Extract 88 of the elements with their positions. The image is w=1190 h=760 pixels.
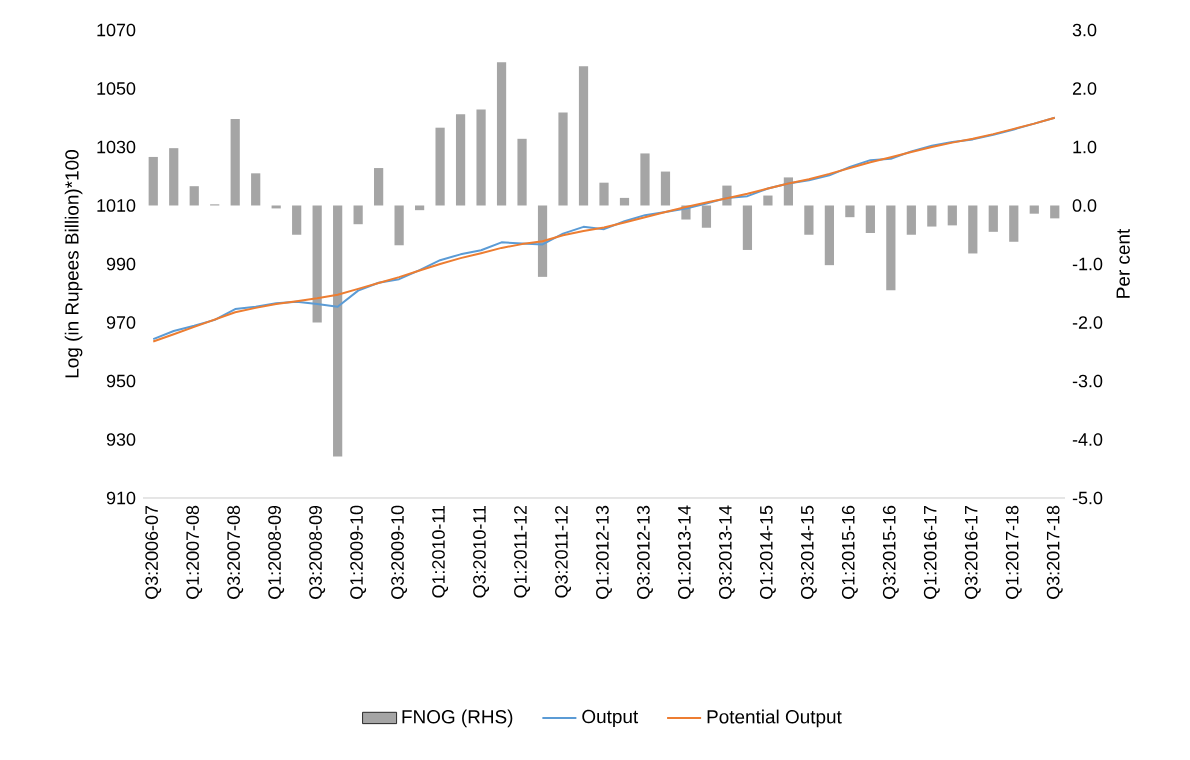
bar bbox=[517, 138, 527, 206]
bar bbox=[537, 205, 548, 277]
bar bbox=[169, 148, 179, 206]
bar bbox=[148, 156, 158, 206]
y-tick-label: 1030 bbox=[97, 140, 136, 154]
x-tick-label: Q1:2011-12 bbox=[514, 505, 530, 598]
x-tick-label: Q1:2017-18 bbox=[1005, 505, 1022, 599]
y2-tick-label: -2.0 bbox=[1072, 316, 1103, 329]
bar bbox=[599, 182, 609, 206]
bar bbox=[906, 205, 916, 235]
bar bbox=[988, 205, 998, 232]
bar bbox=[455, 114, 466, 206]
bar bbox=[578, 66, 589, 206]
x-tick-label: Q1:2016-17 bbox=[923, 505, 940, 599]
x-tick-label: Q3:2011-12 bbox=[555, 505, 571, 598]
x-tick-label: Q1:2009-10 bbox=[350, 505, 367, 599]
bar bbox=[660, 171, 671, 206]
bar bbox=[394, 205, 404, 246]
bar bbox=[927, 205, 937, 227]
bar bbox=[292, 205, 302, 235]
bar bbox=[496, 62, 507, 206]
bar bbox=[230, 118, 240, 206]
bar bbox=[968, 205, 978, 254]
bar bbox=[845, 205, 855, 218]
y-axis-title: Log (in Rupees Billion)*100 bbox=[64, 150, 83, 378]
legend-label: Output bbox=[582, 709, 639, 728]
bar bbox=[1050, 205, 1060, 219]
bar bbox=[353, 205, 363, 225]
y-tick-label: 1010 bbox=[97, 199, 136, 212]
y2-tick-label: 1.0 bbox=[1073, 140, 1097, 154]
x-tick-label: Q3:2015-16 bbox=[882, 505, 899, 599]
x-tick-label: Q1:2008-09 bbox=[268, 505, 285, 599]
bar bbox=[619, 197, 630, 206]
x-tick-label: Q1:2010-11 bbox=[432, 505, 449, 598]
bar bbox=[271, 205, 281, 209]
x-tick-label: Q3:2010-11 bbox=[473, 505, 490, 598]
y-tick-label: 930 bbox=[106, 433, 136, 446]
bar bbox=[763, 195, 773, 206]
bar bbox=[251, 173, 261, 206]
bar bbox=[189, 186, 199, 206]
x-tick-label: Q3:2006-07 bbox=[145, 505, 162, 599]
bar bbox=[824, 205, 834, 266]
bar bbox=[886, 205, 896, 291]
x-tick-label: Q3:2013-14 bbox=[718, 505, 735, 599]
y-tick-label: 990 bbox=[106, 257, 136, 271]
bar bbox=[742, 205, 753, 250]
bar bbox=[783, 177, 794, 206]
x-tick-label: Q3:2016-17 bbox=[964, 505, 981, 599]
y2-axis-title: Per cent bbox=[1116, 228, 1130, 298]
x-tick-label: Q3:2017-18 bbox=[1046, 505, 1063, 599]
bar bbox=[804, 205, 814, 235]
bar bbox=[414, 205, 425, 211]
x-tick-label: Q1:2007-08 bbox=[186, 505, 203, 599]
bar bbox=[701, 205, 712, 228]
legend-label: Potential Output bbox=[707, 709, 842, 728]
y2-tick-label: 0.0 bbox=[1072, 199, 1097, 212]
bar bbox=[476, 109, 486, 206]
x-tick-label: Q3:2007-08 bbox=[227, 505, 244, 599]
bar bbox=[947, 205, 957, 226]
x-tick-label: Q1:2015-16 bbox=[841, 505, 858, 599]
bar bbox=[333, 205, 343, 457]
y2-tick-label: 2.0 bbox=[1072, 82, 1097, 95]
x-tick-label: Q3:2012-13 bbox=[637, 505, 653, 599]
bar bbox=[558, 112, 568, 206]
bar bbox=[640, 153, 650, 206]
x-tick-label: Q3:2014-15 bbox=[800, 505, 817, 599]
y2-tick-label: -1.0 bbox=[1072, 257, 1103, 271]
bar bbox=[435, 127, 445, 206]
bar bbox=[1029, 205, 1039, 214]
bar bbox=[865, 205, 875, 233]
y-tick-label: 970 bbox=[106, 316, 136, 329]
x-tick-label: Q1:2013-14 bbox=[677, 505, 694, 599]
y2-tick-label: -3.0 bbox=[1072, 374, 1103, 388]
y-tick-label: 1050 bbox=[97, 82, 136, 95]
legend-label: FNOG (RHS) bbox=[402, 709, 513, 728]
x-tick-label: Q3:2009-10 bbox=[391, 505, 408, 599]
y-tick-label: 950 bbox=[106, 374, 136, 388]
x-tick-label: Q1:2014-15 bbox=[759, 505, 776, 599]
bar bbox=[312, 205, 322, 323]
bar bbox=[1009, 205, 1019, 242]
y2-tick-label: -4.0 bbox=[1072, 433, 1103, 446]
y-tick-label: 910 bbox=[106, 491, 136, 505]
x-tick-label: Q1:2012-13 bbox=[596, 505, 612, 599]
y2-tick-label: 3.0 bbox=[1072, 23, 1097, 37]
x-tick-label: Q3:2008-09 bbox=[309, 505, 326, 599]
y-tick-label: 1070 bbox=[97, 23, 136, 37]
bar bbox=[374, 168, 384, 206]
y2-tick-label: -5.0 bbox=[1072, 491, 1103, 505]
